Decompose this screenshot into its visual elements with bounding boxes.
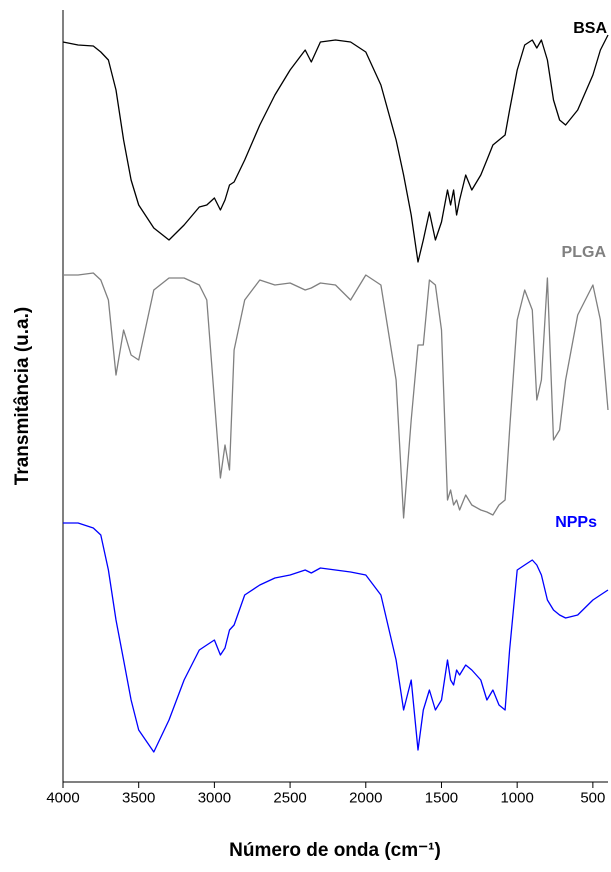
x-tick-label: 4000 [46,789,79,806]
spectrum-line [63,272,609,519]
y-axis-title: Transmitância (u.a.) [12,307,33,485]
x-tick-label: 500 [580,789,605,806]
series-label: PLGA [562,244,607,261]
spectrum-line [62,34,609,263]
x-tick-label: 2000 [349,789,382,806]
x-tick-label: 3000 [198,789,231,806]
series-label: NPPs [555,514,597,531]
x-axis-title: Número de onda (cm⁻¹) [229,840,441,861]
x-tick-label: 1000 [500,789,533,806]
x-tick-label: 1500 [425,789,458,806]
x-tick-label: 2500 [273,789,306,806]
x-tick-label: 3500 [122,789,155,806]
series-label: BSA [573,20,607,37]
spectrum-line [63,522,609,753]
